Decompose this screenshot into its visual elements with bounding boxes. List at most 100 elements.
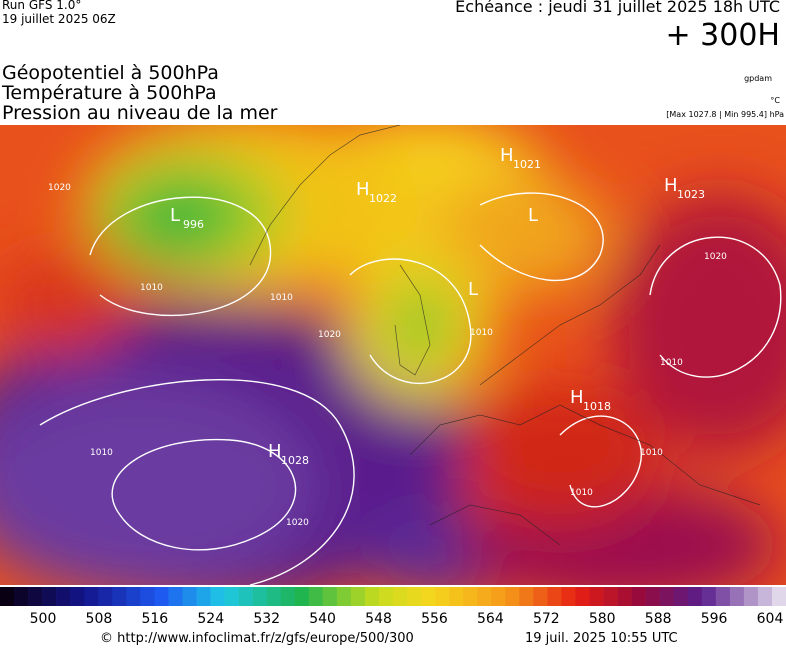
colorbar-cell [238, 587, 253, 606]
colorbar-cell [42, 587, 57, 606]
colorbar-cell [715, 587, 731, 606]
colorbar-label: 588 [645, 611, 672, 626]
colorbar-cell [98, 587, 113, 606]
isobar-label: 1010 [470, 328, 493, 338]
colorbar-cell [771, 587, 786, 606]
isobar-label: 1010 [270, 293, 293, 303]
colorbar-cell [631, 587, 646, 606]
timestamp: 19 juil. 2025 10:55 UTC [525, 631, 678, 646]
colorbar-cell [743, 587, 759, 606]
colorbar-cell [589, 587, 604, 606]
colorbar-cell [252, 587, 267, 606]
colorbar-cell [70, 587, 85, 606]
colorbar-cell [561, 587, 576, 606]
colorbar-cell [729, 587, 745, 606]
isobar-label: 1020 [48, 183, 71, 193]
colorbar-cell [182, 587, 197, 606]
colorbar-label: 500 [30, 611, 57, 626]
colorbar-cell [168, 587, 183, 606]
colorbar-label: 540 [309, 611, 336, 626]
colorbar-cell [421, 587, 436, 606]
colorbar-cell [322, 587, 338, 606]
colorbar-cell [0, 587, 15, 606]
colorbar: 500 508 516 524 532 540 548 556 564 572 580 588 596 6… [0, 587, 786, 626]
colorbar-label: 524 [197, 611, 224, 626]
colorbar-cell [505, 587, 520, 606]
field-label: Géopotentiel à 500hPa [2, 62, 219, 84]
colorbar-cell [14, 587, 29, 606]
center-value: 1028 [281, 454, 309, 467]
center-value: 1018 [583, 400, 611, 413]
colorbar-cell [393, 587, 408, 606]
colorbar-cell [154, 587, 169, 606]
colorbar-cell [378, 587, 394, 606]
colorbar-cell [294, 587, 310, 606]
colorbar-cell [84, 587, 99, 606]
colorbar-cell [224, 587, 239, 606]
colorbar-cell [449, 587, 464, 606]
isobar-label: 1020 [318, 330, 341, 340]
center-letter: H [500, 145, 514, 166]
lead-time: + 300H [665, 18, 781, 53]
center-value: 1021 [513, 158, 541, 171]
isobar-label: 1020 [704, 252, 727, 262]
colorbar-label: 564 [477, 611, 504, 626]
center-letter: H [356, 179, 370, 200]
field-label: Pression au niveau de la mer [2, 102, 278, 124]
colorbar-cell [519, 587, 534, 606]
colorbar-cell [491, 587, 506, 606]
colorbar-cell [687, 587, 703, 606]
unit-label: gpdam [744, 74, 772, 83]
center-letter: H [664, 175, 678, 196]
center-letter: H [570, 387, 584, 408]
colorbar-cell [477, 587, 492, 606]
colorbar-label: 508 [86, 611, 113, 626]
isobar-label: 1020 [286, 518, 309, 528]
colorbar-cell [701, 587, 717, 606]
unit-label: [Max 1027.8 | Min 995.4] hPa [666, 110, 784, 119]
center-value: 996 [183, 218, 204, 231]
colorbar-cell [28, 587, 43, 606]
colorbar-cell [364, 587, 380, 606]
colorbar-label: 596 [701, 611, 728, 626]
colorbar-cell [336, 587, 352, 606]
colorbar-cell [308, 587, 324, 606]
center-value: 1023 [677, 188, 705, 201]
center-letter: L [170, 205, 180, 226]
colorbar-cell [435, 587, 450, 606]
colorbar-label: 580 [589, 611, 616, 626]
field-label: Température à 500hPa [2, 82, 217, 104]
run-date: 19 juillet 2025 06Z [2, 12, 116, 26]
isobar-label: 1010 [570, 488, 593, 498]
colorbar-cell [196, 587, 211, 606]
center-letter: L [468, 279, 478, 300]
colorbar-cell [575, 587, 590, 606]
colorbar-cell [673, 587, 689, 606]
colorbar-label: 532 [253, 611, 280, 626]
colorbar-cell [210, 587, 225, 606]
source-credit: © http://www.infoclimat.fr/z/gfs/europe/… [100, 631, 414, 646]
forecast-time: Echéance : jeudi 31 juillet 2025 18h UTC [455, 0, 780, 16]
colorbar-label: 556 [421, 611, 448, 626]
center-letter: H [268, 441, 282, 462]
colorbar-cell [266, 587, 282, 606]
colorbar-cell [463, 587, 478, 606]
colorbar-label: 548 [365, 611, 392, 626]
run-label: Run GFS 1.0° [2, 0, 82, 12]
colorbar-cell [603, 587, 618, 606]
colorbar-cell [126, 587, 141, 606]
colorbar-cell [350, 587, 366, 606]
center-value: 1022 [369, 192, 397, 205]
unit-label: °C [770, 96, 780, 105]
colorbar-cell [407, 587, 422, 606]
colorbar-label: 516 [141, 611, 168, 626]
isobar-label: 1010 [660, 358, 683, 368]
colorbar-cell [757, 587, 773, 606]
center-letter: L [528, 205, 538, 226]
colorbar-label: 572 [533, 611, 560, 626]
isobar-label: 1010 [90, 448, 113, 458]
colorbar-cell [659, 587, 675, 606]
colorbar-cell [547, 587, 562, 606]
